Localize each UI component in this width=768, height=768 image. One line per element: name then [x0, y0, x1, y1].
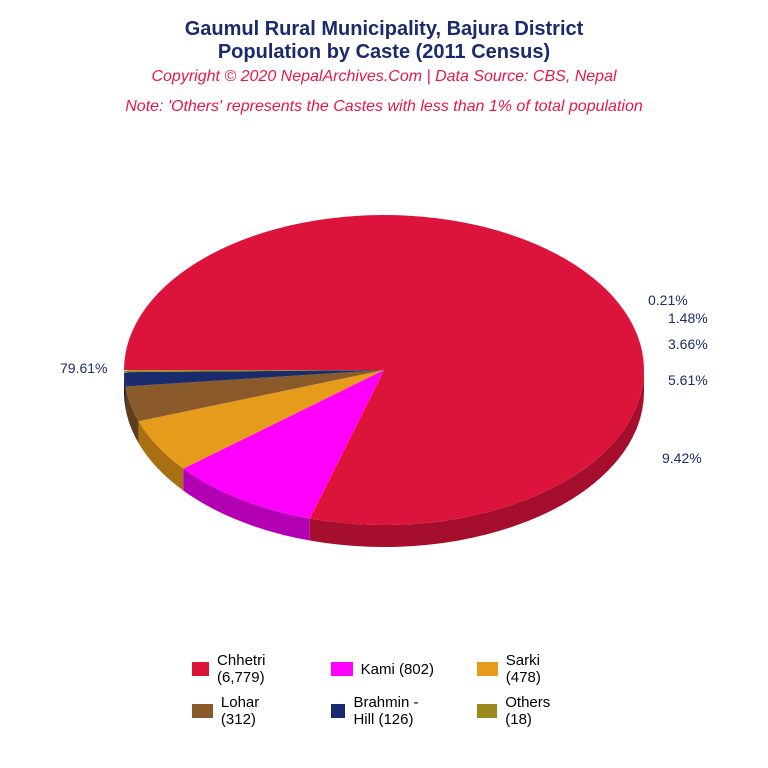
legend-swatch — [477, 662, 498, 676]
legend-label: Kami (802) — [361, 661, 434, 678]
legend-item: Brahmin - Hill (126) — [331, 694, 441, 728]
slice-label: 3.66% — [668, 336, 708, 352]
legend-swatch — [477, 704, 498, 718]
slice-label: 5.61% — [668, 372, 708, 388]
legend-item: Others (18) — [477, 694, 576, 728]
legend-item: Chhetri (6,779) — [192, 652, 295, 686]
slice-label: 0.21% — [648, 292, 688, 308]
legend-label: Lohar (312) — [221, 694, 295, 728]
legend-label: Sarki (478) — [506, 652, 576, 686]
legend-swatch — [192, 704, 213, 718]
pie-svg — [0, 160, 768, 600]
slice-label: 79.61% — [60, 360, 107, 376]
legend-label: Chhetri (6,779) — [217, 652, 295, 686]
legend-label: Brahmin - Hill (126) — [353, 694, 440, 728]
legend-swatch — [331, 662, 353, 676]
slice-label: 1.48% — [668, 310, 708, 326]
chart-note: Note: 'Others' represents the Castes wit… — [0, 98, 768, 116]
chart-subtitle: Copyright © 2020 NepalArchives.Com | Dat… — [0, 68, 768, 86]
chart-title-line2: Population by Caste (2011 Census) — [0, 41, 768, 64]
legend-item: Kami (802) — [331, 652, 441, 686]
legend: Chhetri (6,779) Kami (802) Sarki (478) Loha… — [192, 652, 576, 728]
legend-item: Sarki (478) — [477, 652, 576, 686]
chart-title-line1: Gaumul Rural Municipality, Bajura Distri… — [0, 18, 768, 41]
legend-label: Others (18) — [505, 694, 576, 728]
chart-container: Gaumul Rural Municipality, Bajura Distri… — [0, 0, 768, 768]
legend-swatch — [192, 662, 209, 676]
legend-swatch — [331, 704, 346, 718]
slice-label: 9.42% — [662, 450, 702, 466]
pie-chart: 79.61% 9.42% 5.61% 3.66% 1.48% 0.21% — [0, 160, 768, 600]
legend-item: Lohar (312) — [192, 694, 295, 728]
